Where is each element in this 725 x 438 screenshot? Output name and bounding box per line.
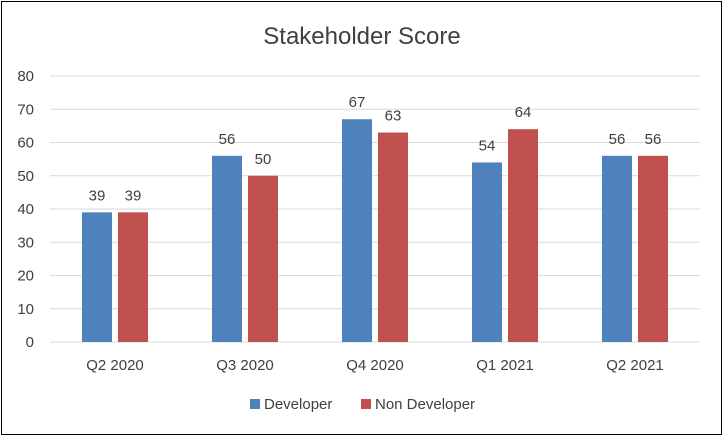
- data-label: 67: [349, 94, 366, 111]
- x-tick-label: Q2 2021: [606, 357, 664, 374]
- legend: Developer Non Developer: [250, 396, 475, 413]
- y-axis-ticks: 0 10 20 30 40 50 60 70 80: [17, 68, 34, 351]
- y-tick-label: 20: [17, 268, 34, 285]
- data-label: 39: [89, 187, 106, 204]
- bar: [342, 119, 372, 342]
- legend-label: Non Developer: [375, 396, 475, 413]
- y-tick-label: 70: [17, 101, 34, 118]
- data-labels: 39 39 56 50 67 63 54 64 56 56: [89, 94, 662, 204]
- data-label: 56: [219, 131, 236, 148]
- bar: [378, 132, 408, 342]
- data-label: 63: [385, 108, 402, 125]
- legend-swatch: [250, 399, 260, 409]
- x-axis-ticks: Q2 2020 Q3 2020 Q4 2020 Q1 2021 Q2 2021: [86, 357, 664, 374]
- y-tick-label: 50: [17, 168, 34, 185]
- x-tick-label: Q4 2020: [346, 357, 404, 374]
- data-label: 50: [255, 151, 272, 168]
- bar: [118, 212, 148, 342]
- bar: [602, 155, 632, 342]
- x-tick-label: Q3 2020: [216, 357, 274, 374]
- y-tick-label: 80: [17, 68, 34, 85]
- y-tick-label: 10: [17, 301, 34, 318]
- y-tick-label: 30: [17, 234, 34, 251]
- y-tick-label: 0: [26, 334, 34, 351]
- bars: [82, 119, 668, 342]
- y-tick-label: 60: [17, 135, 34, 152]
- data-label: 64: [515, 104, 532, 121]
- gridlines: [50, 75, 700, 343]
- data-label: 39: [125, 187, 142, 204]
- bar: [248, 175, 278, 342]
- legend-swatch: [361, 399, 371, 409]
- bar: [508, 129, 538, 342]
- chart-title: Stakeholder Score: [263, 23, 460, 50]
- x-tick-label: Q1 2021: [476, 357, 534, 374]
- bar: [212, 155, 242, 342]
- y-tick-label: 40: [17, 201, 34, 218]
- x-tick-label: Q2 2020: [86, 357, 144, 374]
- bar: [638, 155, 668, 342]
- data-label: 56: [609, 131, 626, 148]
- legend-label: Developer: [264, 396, 332, 413]
- bar: [82, 212, 112, 342]
- data-label: 56: [645, 131, 662, 148]
- data-label: 54: [479, 137, 496, 154]
- bar: [472, 162, 502, 342]
